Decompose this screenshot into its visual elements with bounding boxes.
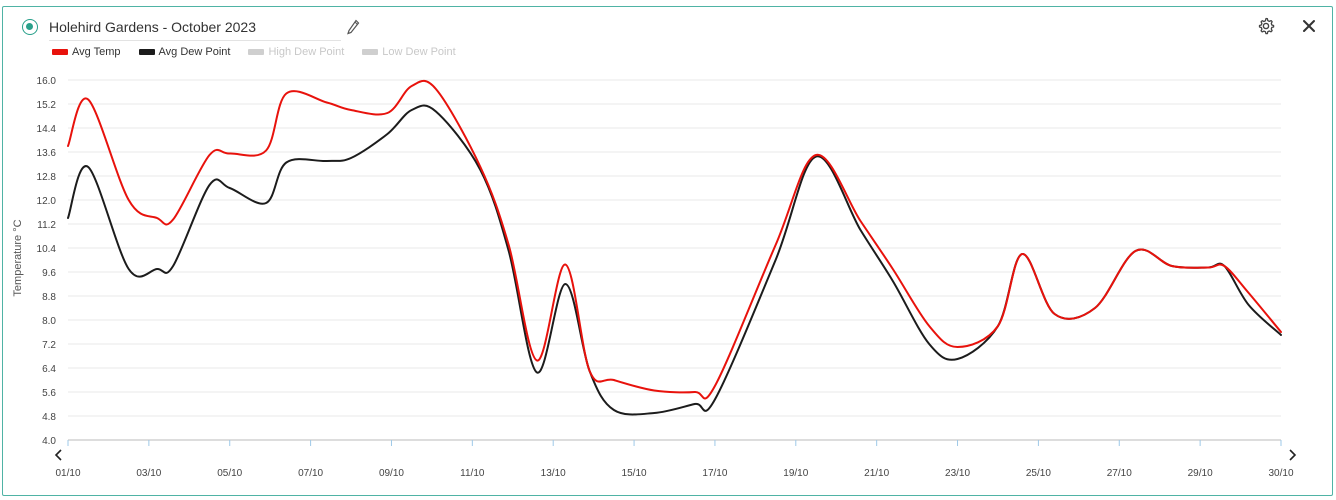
x-tick-label: 21/10 — [864, 468, 889, 479]
pencil-icon[interactable] — [346, 19, 360, 35]
series-layer — [67, 79, 1282, 416]
scroll-left-arrow[interactable] — [54, 449, 62, 461]
y-tick-label: 15.2 — [37, 100, 57, 111]
y-tick-label: 14.4 — [37, 124, 57, 135]
legend-swatch-avg-temp — [52, 49, 68, 55]
chart-legend: Avg Temp Avg Dew Point High Dew Point Lo… — [52, 44, 474, 60]
y-tick-label: 13.6 — [37, 148, 57, 159]
legend-label-avg-temp: Avg Temp — [72, 46, 121, 58]
y-tick-label: 10.4 — [37, 244, 57, 255]
y-tick-label: 4.8 — [42, 412, 56, 423]
panel-header: Holehird Gardens - October 2023 — [3, 7, 1332, 47]
grid-layer — [68, 79, 1281, 441]
x-axis: 01/10 03/10 05/10 07/10 09/10 11/10 13/10 15/10… — [55, 439, 1294, 479]
x-tick-label: 29/10 — [1188, 468, 1213, 479]
y-tick-label: 12.8 — [37, 172, 57, 183]
status-dot-icon[interactable] — [22, 19, 38, 35]
legend-swatch-low-dew-point — [362, 49, 379, 55]
series-line-avg-temp[interactable] — [67, 79, 1282, 400]
y-tick-label: 9.6 — [42, 268, 56, 279]
y-tick-label: 16.0 — [37, 76, 57, 87]
x-tick-label: 07/10 — [298, 468, 323, 479]
y-tick-label: 6.4 — [42, 364, 56, 375]
legend-label-low-dew-point: Low Dew Point — [382, 46, 456, 58]
y-tick-label: 5.6 — [42, 388, 56, 399]
x-tick-label: 11/10 — [460, 468, 485, 479]
gear-icon[interactable] — [1257, 17, 1275, 35]
x-tick-label: 27/10 — [1107, 468, 1132, 479]
legend-label-avg-dew-point: Avg Dew Point — [158, 46, 231, 58]
y-tick-label: 11.2 — [37, 220, 56, 231]
page-title[interactable]: Holehird Gardens - October 2023 — [49, 19, 341, 41]
legend-swatch-high-dew-point — [248, 49, 265, 55]
y-tick-label: 8.0 — [42, 316, 56, 327]
legend-item-avg-temp[interactable]: Avg Temp — [52, 46, 121, 58]
x-tick-label: 01/10 — [55, 468, 80, 479]
x-tick-label: 13/10 — [541, 468, 566, 479]
chart-panel: Holehird Gardens - October 2023 — [2, 6, 1333, 496]
legend-swatch-avg-dew-point — [138, 49, 155, 55]
legend-label-high-dew-point: High Dew Point — [268, 46, 345, 58]
x-tick-label: 17/10 — [702, 468, 727, 479]
scroll-right-arrow[interactable] — [1289, 449, 1297, 461]
x-tick-label: 30/10 — [1268, 468, 1293, 479]
x-tick-label: 09/10 — [379, 468, 404, 479]
y-tick-label: 8.8 — [42, 292, 56, 303]
x-tick-label: 15/10 — [622, 468, 647, 479]
x-tick-label: 05/10 — [217, 468, 242, 479]
close-icon[interactable] — [1300, 17, 1318, 35]
x-tick-label: 03/10 — [136, 468, 161, 479]
y-tick-label: 7.2 — [42, 340, 56, 351]
y-tick-label: 12.0 — [37, 196, 57, 207]
x-tick-label: 25/10 — [1026, 468, 1051, 479]
y-axis-label: Temperature °C — [12, 219, 24, 296]
legend-item-low-dew-point[interactable]: Low Dew Point — [362, 46, 456, 58]
x-tick-label: 19/10 — [783, 468, 808, 479]
y-axis: 16.0 15.2 14.4 13.6 12.8 12.0 11.2 10.4 9.6 8.8 8.… — [37, 76, 57, 447]
y-tick-label: 4.0 — [42, 436, 56, 447]
legend-item-avg-dew-point[interactable]: Avg Dew Point — [138, 46, 231, 58]
x-tick-label: 23/10 — [945, 468, 970, 479]
legend-item-high-dew-point[interactable]: High Dew Point — [248, 46, 344, 58]
